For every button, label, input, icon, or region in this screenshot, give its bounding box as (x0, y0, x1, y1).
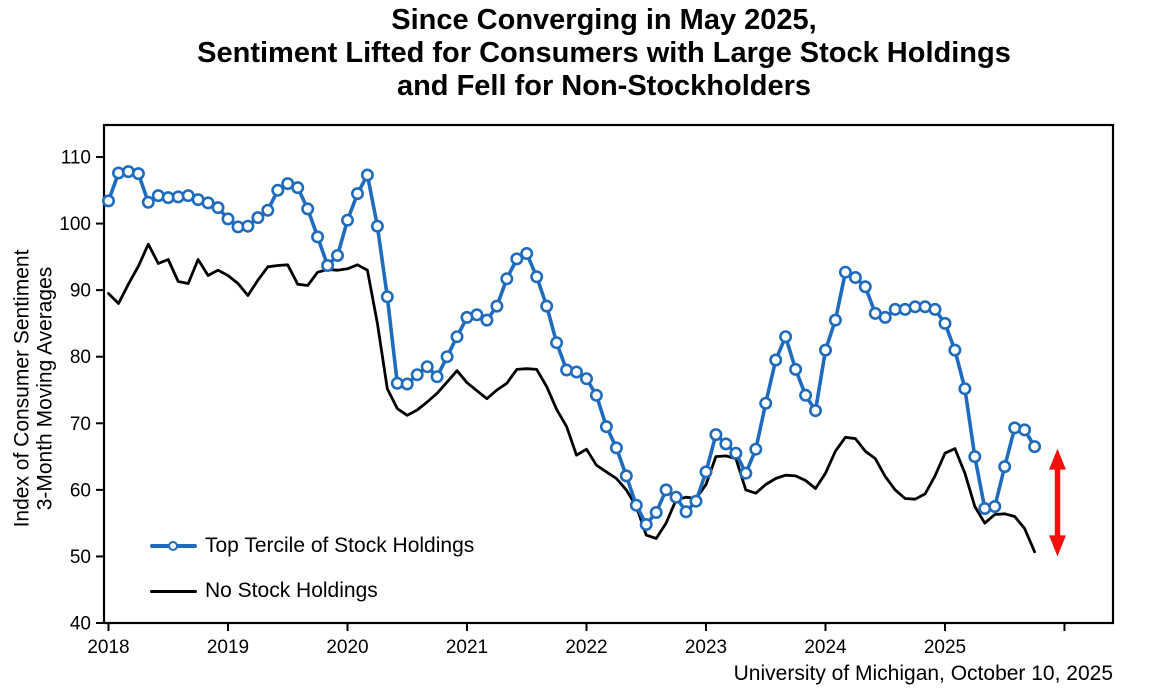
y-tick-label: 80 (70, 347, 91, 368)
x-tick-label: 2020 (326, 637, 368, 658)
source-caption: University of Michigan, October 10, 2025 (733, 662, 1113, 685)
legend-item-no-stock: No Stock Holdings (150, 576, 474, 606)
x-tick-label: 2022 (565, 637, 607, 658)
top-tercile-markers (102, 165, 1042, 531)
x-tick-label: 2018 (87, 637, 129, 658)
y-axis-title-line-2: 3-Month Moving Averages (33, 266, 57, 511)
y-tick-label: 100 (59, 214, 91, 235)
x-tick-label: 2025 (924, 637, 966, 658)
y-axis-ticks: 40 50 60 70 80 90 100 110 (59, 148, 104, 635)
x-tick-label: 2019 (207, 637, 249, 658)
chart-title-line-2: Sentiment Lifted for Consumers with Larg… (197, 37, 1011, 69)
y-tick-label: 90 (70, 281, 91, 302)
blue-line-with-marker-icon (150, 531, 197, 561)
x-tick-label: 2024 (804, 637, 847, 658)
legend-item-top-tercile: Top Tercile of Stock Holdings (150, 531, 474, 561)
x-axis-ticks: 2018 2019 2020 2021 2022 2023 2024 2025 (87, 623, 1066, 658)
y-tick-label: 110 (61, 148, 91, 169)
legend: Top Tercile of Stock Holdings No Stock H… (150, 531, 474, 621)
x-tick-label: 2021 (446, 637, 488, 658)
chart-title-line-3: and Fell for Non-Stockholders (396, 70, 812, 102)
x-tick-label: 2023 (685, 637, 727, 658)
no-stock-line (107, 242, 1036, 554)
legend-label-top-tercile: Top Tercile of Stock Holdings (205, 534, 475, 557)
y-tick-label: 40 (70, 614, 91, 635)
chart-title: Since Converging in May 2025, Sentiment … (48, 4, 1160, 103)
plot-frame (102, 123, 1115, 625)
y-tick-label: 70 (70, 414, 91, 435)
y-tick-label: 60 (70, 480, 91, 501)
y-tick-label: 50 (70, 547, 91, 568)
black-line-icon (150, 576, 197, 606)
chart-title-line-1: Since Converging in May 2025, (391, 4, 817, 36)
legend-label-no-stock: No Stock Holdings (205, 579, 378, 602)
y-axis-title-line-1: Index of Consumer Sentiment (10, 249, 34, 528)
divergence-arrow (1048, 448, 1066, 557)
